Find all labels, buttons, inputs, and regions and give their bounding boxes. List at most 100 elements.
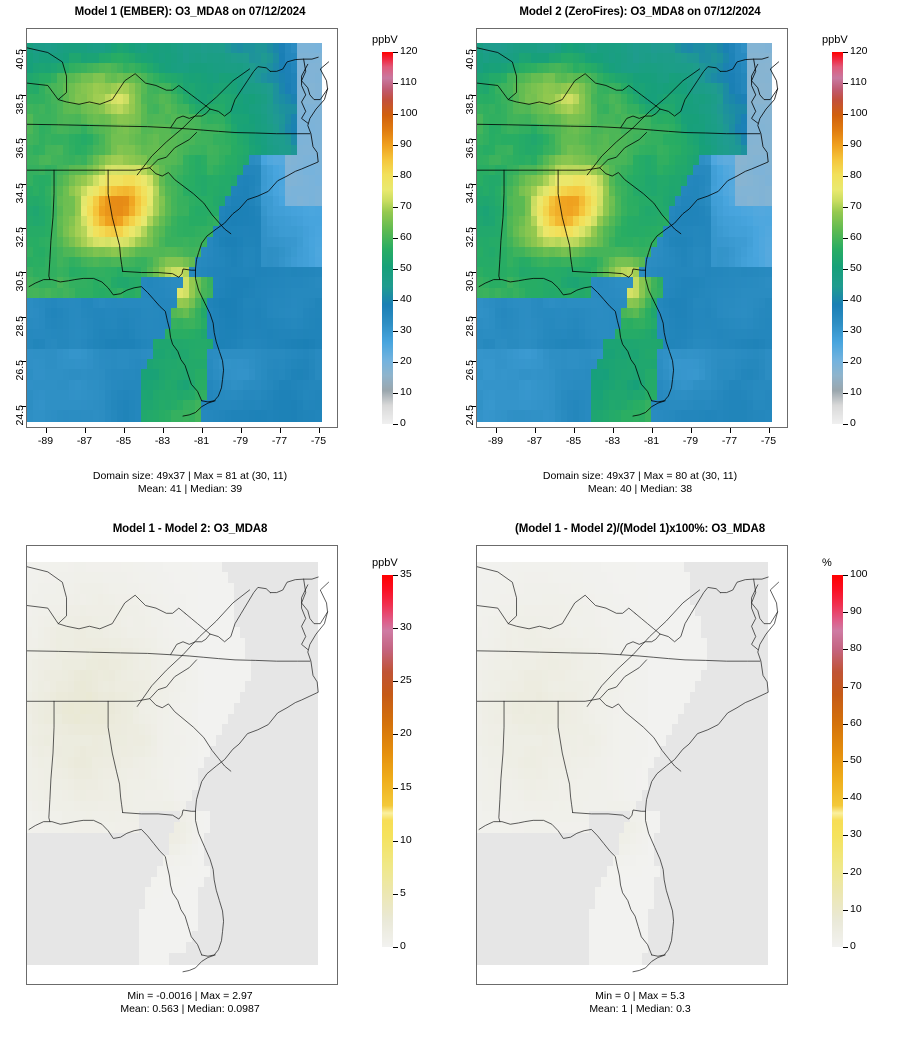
colorbar-tickmark xyxy=(843,145,848,146)
raster-map-difference xyxy=(27,546,339,986)
panel-caption-model1: Domain size: 49x37 | Max = 81 at (30, 11… xyxy=(92,470,288,495)
x-axis-tickmark xyxy=(612,428,614,433)
x-axis-tick-label: -85 xyxy=(115,435,132,447)
colorbar-tickmark xyxy=(843,686,848,688)
x-axis-tick-label: -79 xyxy=(232,435,249,447)
colorbar-tickmark xyxy=(393,893,398,895)
colorbar-percent-difference: % 0 10 20 30 40 50 60 70 80 90 100 xyxy=(822,551,892,971)
colorbar-tickmark xyxy=(393,83,398,84)
colorbar-tickmark xyxy=(843,649,848,651)
colorbar-tickmark xyxy=(843,723,848,725)
colorbar-tickmark xyxy=(393,145,398,146)
colorbar-tickmark xyxy=(843,269,848,270)
y-axis-tick-label: 40.5 xyxy=(14,49,26,70)
colorbar-tickmark xyxy=(843,393,848,394)
colorbar-tick-label: 0 xyxy=(400,940,406,952)
y-axis-tick-label: 26.5 xyxy=(14,360,26,381)
colorbar-tick-label: 80 xyxy=(850,642,862,655)
x-axis-tick-label: -85 xyxy=(565,435,582,447)
colorbar-tick-label: 30 xyxy=(850,324,862,336)
colorbar-tick-label: 60 xyxy=(850,231,862,243)
colorbar-tick-label: 100 xyxy=(850,568,868,580)
y-axis-tickmark xyxy=(21,50,26,52)
colorbar-tick-label: 40 xyxy=(850,791,862,804)
colorbar-tickmark xyxy=(393,331,398,332)
colorbar-tickmark xyxy=(393,681,398,683)
panel-difference: Model 1 - Model 2: O3_MDA8 ppbV 0 5 10 15 20… xyxy=(0,515,450,1045)
colorbar-unit-model2: ppbV xyxy=(822,34,848,46)
colorbar-tick-label: 40 xyxy=(400,293,412,305)
colorbar-model1: ppbV 0 10 20 30 40 50 60 70 80 90 100 110 120 xyxy=(372,28,442,429)
x-axis-tickmark xyxy=(768,428,770,433)
x-axis-tickmark xyxy=(573,428,575,433)
colorbar-tickmark xyxy=(843,331,848,332)
x-axis-tickmark xyxy=(240,428,242,433)
colorbar-tickmark xyxy=(843,575,848,576)
colorbar-unit-model1: ppbV xyxy=(372,34,398,46)
colorbar-tick-label: 20 xyxy=(850,355,862,367)
x-axis-tickmark xyxy=(123,428,125,433)
colorbar-tickmark xyxy=(393,734,398,736)
y-axis-tickmark xyxy=(471,50,476,52)
colorbar-tickmark xyxy=(843,424,848,425)
colorbar-tickmark xyxy=(393,238,398,239)
x-axis-tick-label: -81 xyxy=(643,435,660,447)
colorbar-tickmark xyxy=(393,840,398,842)
panel-caption-difference: Min = -0.0016 | Max = 2.97 Mean: 0.563 |… xyxy=(120,990,260,1015)
colorbar-tickmark xyxy=(393,52,398,53)
plot-area-model2 xyxy=(476,28,789,429)
colorbar-tick-label: 90 xyxy=(850,605,862,618)
x-axis-tickmark xyxy=(729,428,731,433)
y-axis-tickmark xyxy=(471,183,476,185)
colorbar-tickmark xyxy=(393,176,398,177)
y-axis-tickmark xyxy=(21,228,26,229)
colorbar-model2: ppbV 0 10 20 30 40 50 60 70 80 90 100 110 120 xyxy=(822,28,892,429)
colorbar-tickmark xyxy=(393,114,398,115)
x-axis-tick-label: -75 xyxy=(760,435,777,447)
y-axis-tickmark xyxy=(471,405,476,407)
colorbar-tickmark xyxy=(393,787,398,789)
y-axis-tick-label: 32.5 xyxy=(464,227,476,248)
y-axis-tickmark xyxy=(21,139,26,141)
y-axis-tickmark xyxy=(471,361,476,363)
y-axis-tickmark xyxy=(21,361,26,363)
y-axis-tick-label: 40.5 xyxy=(464,49,476,70)
y-axis-tick-label: 24.5 xyxy=(14,404,26,426)
colorbar-tick-label: 50 xyxy=(850,262,862,274)
colorbar-tick-label: 120 xyxy=(400,45,418,57)
colorbar-tick-label: 25 xyxy=(400,674,412,687)
colorbar-tickmark xyxy=(843,300,848,301)
colorbar-tick-label: 0 xyxy=(400,417,406,429)
panel-title-model2: Model 2 (ZeroFires): O3_MDA8 on 07/12/20… xyxy=(519,6,761,18)
colorbar-tick-label: 0 xyxy=(850,940,856,952)
x-axis-tick-label: -77 xyxy=(721,435,738,447)
colorbar-tickmark xyxy=(843,947,848,948)
colorbar-tick-label: 10 xyxy=(850,386,862,398)
colorbar-tick-label: 70 xyxy=(850,200,862,212)
panel-percent-difference: (Model 1 - Model 2)/(Model 1)x100%: O3_M… xyxy=(450,515,900,1045)
colorbar-gradient-model1 xyxy=(382,52,393,424)
x-axis-tick-label: -81 xyxy=(193,435,210,447)
colorbar-tickmark xyxy=(843,83,848,84)
plot-area-model1 xyxy=(26,28,339,429)
y-axis-tick-label: 38.5 xyxy=(14,93,26,115)
panel-caption-model2: Domain size: 49x37 | Max = 80 at (30, 11… xyxy=(542,470,738,495)
y-axis-tick-label: 34.5 xyxy=(464,182,476,203)
x-axis-tick-label: -87 xyxy=(76,435,93,447)
colorbar-tick-label: 0 xyxy=(850,417,856,429)
colorbar-tickmark xyxy=(843,114,848,115)
colorbar-tickmark xyxy=(843,238,848,239)
colorbar-tick-label: 15 xyxy=(400,780,412,793)
colorbar-tickmark xyxy=(843,612,848,614)
colorbar-tickmark xyxy=(393,424,398,425)
colorbar-tickmark xyxy=(393,300,398,301)
y-axis-tickmark xyxy=(21,94,26,96)
y-axis-tick-label: 28.5 xyxy=(464,315,476,337)
colorbar-tick-label: 20 xyxy=(850,865,862,878)
colorbar-tick-label: 30 xyxy=(850,828,862,841)
colorbar-tickmark xyxy=(393,393,398,394)
plot-area-percent-difference xyxy=(476,545,789,986)
y-axis-tick-label: 26.5 xyxy=(464,360,476,381)
colorbar-tickmark xyxy=(843,761,848,762)
colorbar-tickmark xyxy=(843,52,848,53)
